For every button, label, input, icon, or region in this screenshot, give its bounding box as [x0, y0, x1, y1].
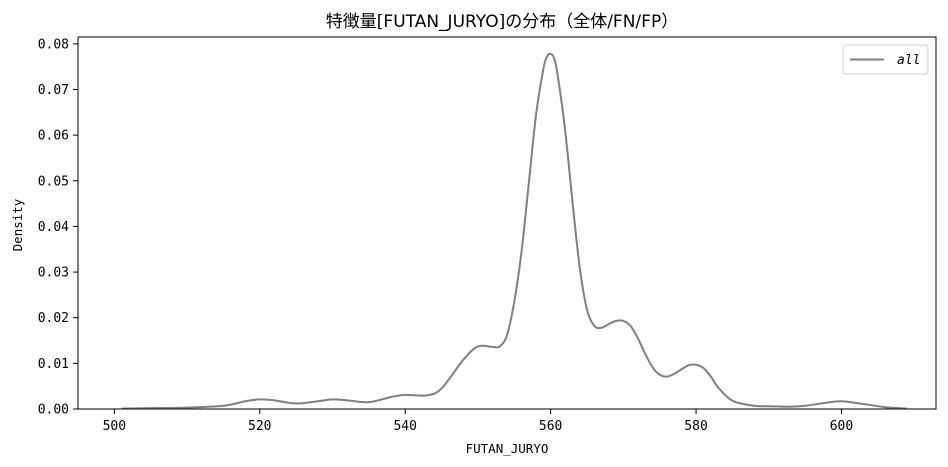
plot-area: [121, 52, 907, 410]
x-tick-label: 580: [684, 419, 707, 434]
x-tick-label: 560: [539, 419, 562, 434]
x-tick-label: 600: [830, 419, 853, 434]
plot-frame: [77, 36, 937, 410]
legend: all: [842, 44, 929, 75]
y-tick-label: 0.08: [38, 37, 69, 52]
y-tick-label: 0.02: [38, 311, 69, 326]
x-tick-label: 520: [248, 419, 271, 434]
legend-box: [842, 44, 929, 75]
y-tick-label: 0.03: [38, 266, 69, 281]
y-axis-label: Density: [10, 198, 25, 251]
y-tick-label: 0.05: [38, 174, 69, 189]
y-tick-label: 0.07: [38, 83, 69, 98]
chart-title: 特徴量[FUTAN_JURYO]の分布（全体/FN/FP）: [326, 12, 678, 32]
y-tick-label: 0.06: [38, 129, 69, 144]
legend-label-all: all: [897, 53, 920, 68]
x-axis: 500 520 540 560 580 600: [103, 409, 853, 434]
y-axis: 0.00 0.01 0.02 0.03 0.04 0.05 0.06 0.07 0.08: [38, 37, 78, 418]
y-tick-label: 0.00: [38, 403, 69, 418]
y-tick-label: 0.04: [38, 220, 69, 235]
x-axis-label: FUTAN_JURYO: [466, 441, 549, 456]
series-line-all: [121, 52, 907, 410]
x-tick-label: 540: [393, 419, 416, 434]
x-tick-label: 500: [103, 419, 126, 434]
y-tick-label: 0.01: [38, 357, 69, 372]
